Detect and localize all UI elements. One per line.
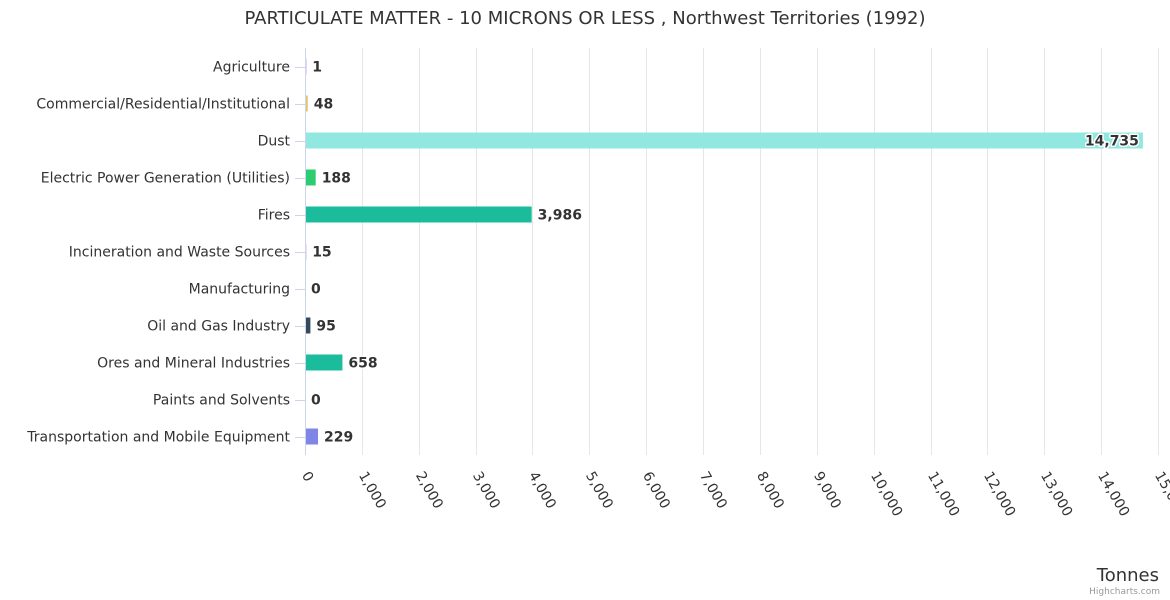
x-tick-label: 13,000 [1037, 469, 1075, 519]
data-label: 14,735 [1085, 134, 1139, 150]
category-label: Agriculture [213, 60, 290, 76]
data-label: 1 [312, 60, 322, 76]
category-label: Oil and Gas Industry [147, 319, 290, 335]
category-label: Dust [258, 134, 291, 150]
value-axis-title: Tonnes [1096, 565, 1159, 586]
bar[interactable] [305, 169, 316, 186]
x-tick-label: 1,000 [355, 469, 389, 512]
category-label: Electric Power Generation (Utilities) [41, 171, 290, 187]
category-label: Commercial/Residential/Institutional [36, 97, 290, 113]
x-tick-label: 4,000 [525, 469, 559, 512]
chart-title: PARTICULATE MATTER - 10 MICRONS OR LESS … [244, 8, 925, 29]
bar[interactable] [305, 317, 311, 334]
x-tick-label: 10,000 [867, 469, 905, 519]
data-label: 188 [322, 171, 351, 187]
x-tick-label: 12,000 [980, 469, 1018, 519]
data-label: 229 [324, 430, 353, 446]
x-tick-label: 11,000 [924, 469, 962, 519]
data-label: 658 [348, 356, 377, 372]
data-label: 0 [311, 282, 321, 298]
category-label: Manufacturing [189, 282, 290, 298]
x-tick-label: 2,000 [412, 469, 446, 512]
credits-link[interactable]: Highcharts.com [1089, 587, 1160, 597]
labels: 0 1,000 2,000 3,000 4,000 5,000 6,000 7,000 8,00… [26, 58, 1170, 519]
x-tick-label: 8,000 [753, 469, 787, 512]
category-label: Incineration and Waste Sources [69, 245, 290, 261]
x-tick-label: 9,000 [810, 469, 844, 512]
axes [295, 48, 306, 455]
x-tick-label: 6,000 [639, 469, 673, 512]
category-label: Paints and Solvents [153, 393, 290, 409]
bar[interactable] [305, 132, 1143, 149]
data-label: 0 [311, 393, 321, 409]
data-label: 3,986 [538, 208, 582, 224]
data-label: 15 [312, 245, 331, 261]
data-label: 95 [316, 319, 335, 335]
bar[interactable] [305, 354, 343, 371]
category-label: Ores and Mineral Industries [97, 356, 290, 372]
category-label: Fires [258, 208, 290, 224]
x-tick-label: 7,000 [696, 469, 730, 512]
bar[interactable] [305, 206, 532, 223]
x-tick-label: 14,000 [1094, 469, 1132, 519]
x-tick-label: 0 [298, 469, 316, 485]
x-tick-label: 15,000 [1151, 469, 1170, 519]
x-tick-label: 5,000 [582, 469, 616, 512]
bar[interactable] [305, 428, 319, 445]
bar[interactable] [305, 95, 308, 112]
data-label: 48 [314, 97, 333, 113]
grid [362, 48, 1159, 455]
category-label: Transportation and Mobile Equipment [26, 430, 290, 446]
bars [305, 58, 1143, 445]
x-tick-label: 3,000 [469, 469, 503, 512]
